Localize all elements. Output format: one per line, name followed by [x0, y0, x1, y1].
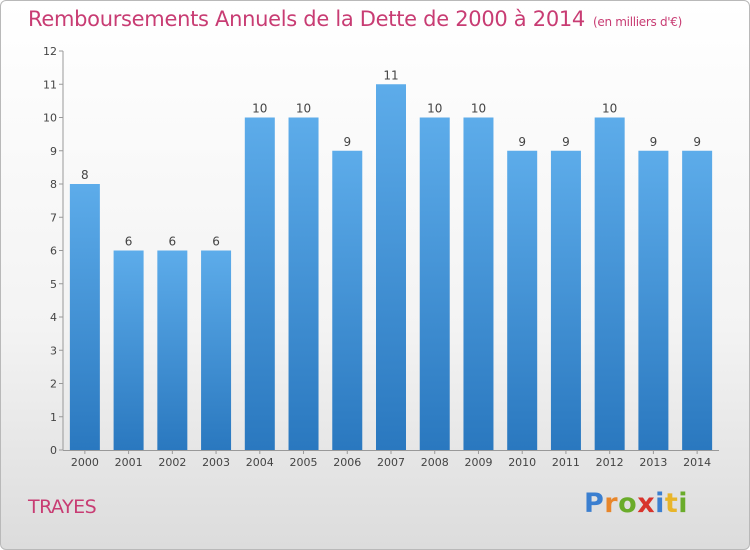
chart-title-text: Remboursements Annuels de la Dette de 20…: [28, 7, 585, 31]
bar: [419, 117, 450, 450]
x-tick-label: 2010: [508, 456, 536, 469]
x-tick-label: 2000: [71, 456, 99, 469]
x-tick-label: 2014: [683, 456, 711, 469]
bar: [244, 117, 275, 450]
x-tick-label: 2011: [552, 456, 580, 469]
bar: [594, 117, 625, 450]
x-tick-label: 2004: [246, 456, 274, 469]
bar-value-label: 9: [650, 135, 658, 149]
bar: [550, 150, 581, 450]
logo-letter: t: [664, 488, 679, 519]
logo-letter: P: [584, 488, 605, 519]
x-tick-label: 2003: [202, 456, 230, 469]
bar-value-label: 9: [562, 135, 570, 149]
y-tick-label: 4: [50, 311, 57, 324]
logo-letter: x: [637, 488, 656, 519]
bar-value-label: 11: [383, 68, 398, 82]
bar-value-label: 10: [602, 102, 617, 116]
bar-value-label: 10: [471, 102, 486, 116]
bar-value-label: 6: [169, 235, 177, 249]
bar-value-label: 8: [81, 168, 89, 182]
y-tick-label: 7: [50, 211, 57, 224]
bar: [288, 117, 319, 450]
chart-unit: (en milliers d'€): [593, 15, 683, 29]
x-tick-label: 2002: [158, 456, 186, 469]
bar-value-label: 9: [693, 135, 701, 149]
y-tick-label: 9: [50, 145, 57, 158]
x-tick-label: 2006: [333, 456, 361, 469]
x-tick-label: 2012: [596, 456, 624, 469]
bar: [463, 117, 494, 450]
logo-letter: i: [655, 488, 665, 519]
bar: [507, 150, 538, 450]
y-tick-label: 2: [50, 378, 57, 391]
x-tick-label: 2001: [115, 456, 143, 469]
bar-value-label: 6: [212, 235, 220, 249]
proxiti-logo: Proxiti: [584, 488, 688, 519]
bar-value-label: 10: [252, 102, 267, 116]
x-tick-label: 2005: [290, 456, 318, 469]
bar-value-label: 10: [296, 102, 311, 116]
y-tick-label: 10: [43, 112, 57, 125]
bar: [69, 184, 100, 450]
bar-value-label: 6: [125, 235, 133, 249]
bar-value-label: 10: [427, 102, 442, 116]
bar: [682, 150, 713, 450]
bar: [638, 150, 669, 450]
x-tick-label: 2013: [639, 456, 667, 469]
bar: [201, 250, 232, 450]
y-tick-label: 6: [50, 245, 57, 258]
commune-name: TRAYES: [28, 496, 97, 518]
bar-value-label: 9: [343, 135, 351, 149]
y-tick-label: 8: [50, 178, 57, 191]
bar-value-label: 9: [518, 135, 526, 149]
logo-letter: r: [604, 488, 619, 519]
x-tick-label: 2008: [421, 456, 449, 469]
y-tick-label: 12: [43, 45, 57, 58]
bar: [332, 150, 363, 450]
y-tick-label: 11: [43, 78, 57, 91]
y-tick-label: 1: [50, 411, 57, 424]
y-tick-label: 3: [50, 344, 57, 357]
chart-title: Remboursements Annuels de la Dette de 20…: [28, 7, 682, 31]
logo-letter: o: [618, 488, 638, 519]
bar: [113, 250, 144, 450]
logo-letter: i: [678, 488, 689, 519]
bar: [376, 84, 406, 450]
bar: [157, 250, 188, 450]
x-tick-label: 2007: [377, 456, 405, 469]
y-tick-label: 5: [50, 278, 57, 291]
y-tick-label: 0: [50, 444, 57, 457]
x-tick-label: 2009: [464, 456, 492, 469]
